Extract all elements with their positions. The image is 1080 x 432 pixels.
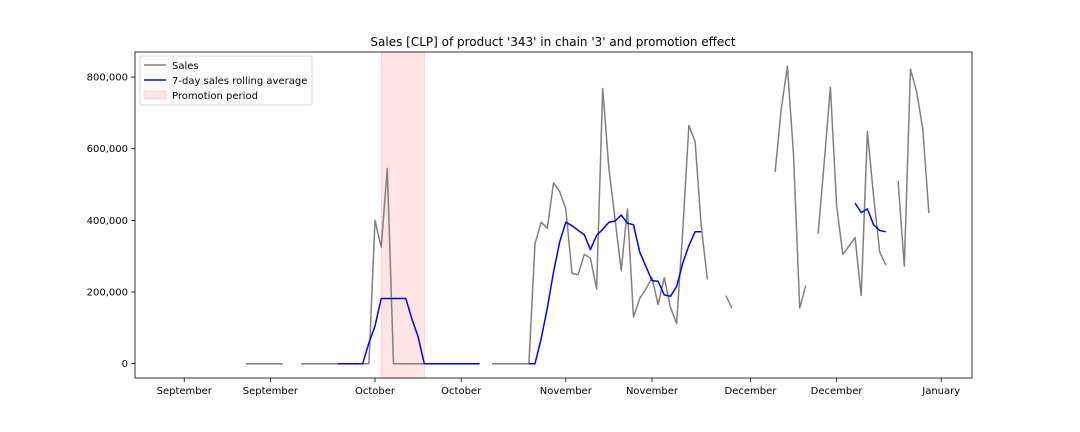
x-tick-label: December bbox=[811, 386, 864, 397]
x-tick-label: September bbox=[157, 386, 213, 397]
y-tick-label: 800,000 bbox=[87, 73, 128, 84]
x-tick-label: December bbox=[725, 386, 778, 397]
rolling-average-line-segment bbox=[854, 202, 886, 233]
legend-promotion-marker bbox=[143, 90, 167, 100]
series-sales bbox=[245, 65, 930, 365]
rolling-average-line-segment bbox=[528, 214, 702, 365]
axes-layer: 0 200,000 400,000 600,000 800,000 September Se… bbox=[87, 73, 961, 397]
y-tick-label: 600,000 bbox=[87, 144, 128, 155]
legend-sales-label: Sales bbox=[172, 61, 199, 72]
legend-rolling-average-label: 7-day sales rolling average bbox=[172, 76, 307, 87]
plot-frame bbox=[134, 51, 973, 379]
x-tick-label: November bbox=[540, 386, 593, 397]
sales-line-segment bbox=[725, 295, 733, 309]
rolling-average-line-segment bbox=[338, 297, 480, 365]
legend: Sales 7-day sales rolling average Promot… bbox=[139, 55, 313, 106]
x-tick-label: October bbox=[441, 386, 482, 397]
sales-line-segment bbox=[368, 167, 425, 365]
promotion-layer bbox=[380, 51, 425, 379]
chart-title: Sales [CLP] of product '343' in chain '3… bbox=[370, 35, 735, 49]
x-tick-label: October bbox=[355, 386, 396, 397]
legend-promotion-label: Promotion period bbox=[172, 91, 258, 102]
sales-line-segment bbox=[492, 87, 709, 365]
x-tick-label: November bbox=[626, 386, 679, 397]
legend-box bbox=[139, 55, 313, 106]
sales-line-segment bbox=[774, 65, 807, 309]
x-tick-label: September bbox=[243, 386, 299, 397]
sales-line-segment bbox=[817, 86, 887, 297]
series-layer bbox=[245, 65, 930, 365]
x-tick-label: January bbox=[921, 386, 960, 397]
promotion-band bbox=[380, 51, 425, 379]
sales-line-segment bbox=[897, 68, 930, 267]
y-tick-label: 400,000 bbox=[87, 216, 128, 227]
y-tick-label: 0 bbox=[122, 359, 128, 370]
y-tick-label: 200,000 bbox=[87, 288, 128, 299]
series-rolling-average bbox=[338, 202, 886, 365]
